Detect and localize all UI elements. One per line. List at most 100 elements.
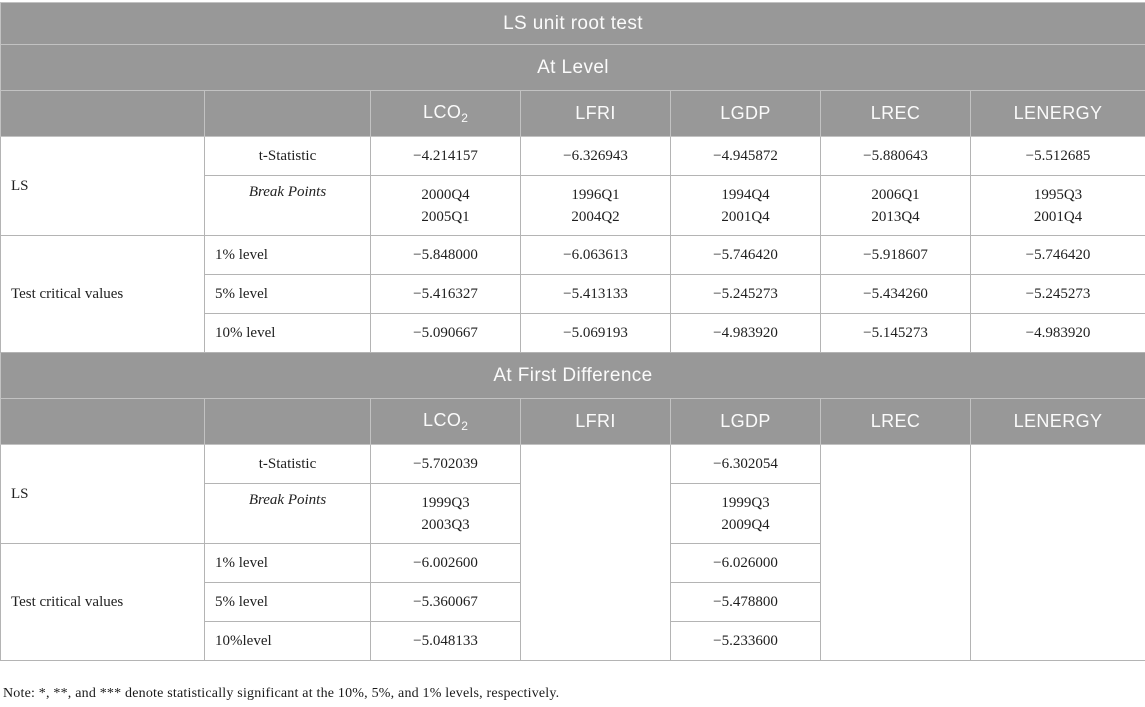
value-cell: −5.434260 [820,274,971,314]
value-cell: −6.002600 [370,543,521,583]
fd-break-label: Break Points [204,483,371,544]
value-cell: −5.090667 [370,313,521,353]
empty-lenergy-cell [969,444,1145,661]
level-10pct-row: 10% level −5.090667 −5.069193 −4.983920 … [1,313,1145,353]
column-header-lgdp: LGDP [670,90,821,137]
empty-lrec-cell [820,444,971,661]
fd-tstat-row: LS t-Statistic −5.702039 −6.302054 [0,444,1145,661]
column-header-subscript: 2 [461,111,468,125]
fd-tstat-label: t-Statistic [204,444,371,484]
value-cell: 1999Q3 2003Q3 [370,483,521,544]
break-line: 2000Q4 [421,187,470,203]
fd-corner-cell-1 [0,398,205,445]
column-header-lgdp: LGDP [670,398,821,445]
table-title-row: LS unit root test [0,2,1145,45]
fd-ls-label: LS [0,444,205,544]
value-cell: −4.983920 [969,313,1145,353]
value-cell: −6.026000 [670,543,821,583]
value-cell: −5.413133 [520,274,671,314]
break-line: 2009Q4 [721,517,770,533]
value-cell: −5.746420 [969,235,1145,275]
value-cell: −5.880643 [820,136,971,176]
value-cell: −5.145273 [820,313,971,353]
value-cell: 1999Q3 2009Q4 [670,483,821,544]
value-cell: −4.214157 [370,136,521,176]
column-header-text: LCO [423,102,462,122]
break-line: 1996Q1 [571,187,620,203]
level-ls-label: LS [0,136,205,236]
column-header-lfri: LFRI [520,398,671,445]
break-line: 2006Q1 [871,187,920,203]
column-header-lrec: LREC [820,90,971,137]
level-heading: At Level [0,44,1145,91]
break-line: 2001Q4 [1033,209,1083,225]
level-break-row: Break Points 2000Q4 2005Q1 1996Q1 2004Q2 1… [1,175,1145,236]
value-cell: −6.326943 [520,136,671,176]
value-cell: −5.702039 [370,444,521,484]
value-cell: −5.233600 [670,621,821,661]
level-heading-row: At Level [0,44,1145,91]
column-header-text: LCO [423,410,462,430]
value-cell: −5.512685 [969,136,1145,176]
break-line: 2001Q4 [721,209,770,225]
fd-corner-cell-2 [204,398,371,445]
level-corner-cell-1 [0,90,205,137]
empty-lfri-cell [520,444,671,661]
fd-column-header-row: LCO2 LFRI LGDP LREC LENERGY [0,398,1145,445]
break-line: 2004Q2 [571,209,620,225]
value-cell: −5.918607 [820,235,971,275]
value-cell: −5.848000 [370,235,521,275]
level-1pct-label: 1% level [204,235,371,275]
fd-5pct-row: 5% level −5.360067 −5.478800 [1,582,1145,622]
fd-1pct-row: Test critical values 1% level −6.002600 … [0,543,1145,661]
level-corner-cell-2 [204,90,371,137]
break-line: 2013Q4 [871,209,920,225]
level-column-header-row: LCO2 LFRI LGDP LREC LENERGY [0,90,1145,137]
ls-unit-root-table: LS unit root test At Level LCO2 LFRI LGD… [0,2,1145,661]
value-cell: −5.416327 [370,274,521,314]
fd-heading: At First Difference [0,352,1145,399]
level-1pct-row: Test critical values 1% level −5.848000 … [0,235,1145,353]
level-tstat-label: t-Statistic [204,136,371,176]
level-tcv-label: Test critical values [0,235,205,353]
value-cell: −6.302054 [670,444,821,484]
column-header-lco2: LCO2 [370,90,521,137]
value-cell: 2006Q1 2013Q4 [820,175,971,236]
break-line: 1999Q3 [421,495,470,511]
value-cell: −5.245273 [969,274,1145,314]
value-cell: −4.945872 [670,136,821,176]
value-cell: 1995Q3 2001Q4 [969,175,1145,236]
break-line: 1994Q4 [721,187,770,203]
value-cell: −6.063613 [520,235,671,275]
column-header-lco2: LCO2 [370,398,521,445]
fd-heading-row: At First Difference [0,352,1145,399]
break-line: 1995Q3 [1033,187,1083,203]
break-line: 2003Q3 [421,517,470,533]
level-10pct-label: 10% level [204,313,371,353]
level-break-label: Break Points [204,175,371,236]
table-note: Note: *, **, and *** denote statisticall… [3,686,560,701]
level-tstat-row: LS t-Statistic −4.214157 −6.326943 −4.94… [0,136,1145,236]
column-header-lenergy: LENERGY [969,398,1145,445]
fd-10pct-label: 10%level [204,621,371,661]
value-cell: −5.069193 [520,313,671,353]
value-cell: −5.245273 [670,274,821,314]
value-cell: 1996Q1 2004Q2 [520,175,671,236]
fd-1pct-label: 1% level [204,543,371,583]
column-header-lfri: LFRI [520,90,671,137]
column-header-lrec: LREC [820,398,971,445]
table-title: LS unit root test [0,2,1145,45]
column-header-lenergy: LENERGY [969,90,1145,137]
value-cell: −5.478800 [670,582,821,622]
value-cell: −5.746420 [670,235,821,275]
value-cell: −4.983920 [670,313,821,353]
break-line: 1999Q3 [721,495,770,511]
level-5pct-row: 5% level −5.416327 −5.413133 −5.245273 −… [1,274,1145,314]
fd-tcv-label: Test critical values [0,543,205,661]
value-cell: −5.360067 [370,582,521,622]
column-header-subscript: 2 [461,419,468,433]
fd-10pct-row: 10%level −5.048133 −5.233600 [1,621,1145,661]
fd-5pct-label: 5% level [204,582,371,622]
level-5pct-label: 5% level [204,274,371,314]
